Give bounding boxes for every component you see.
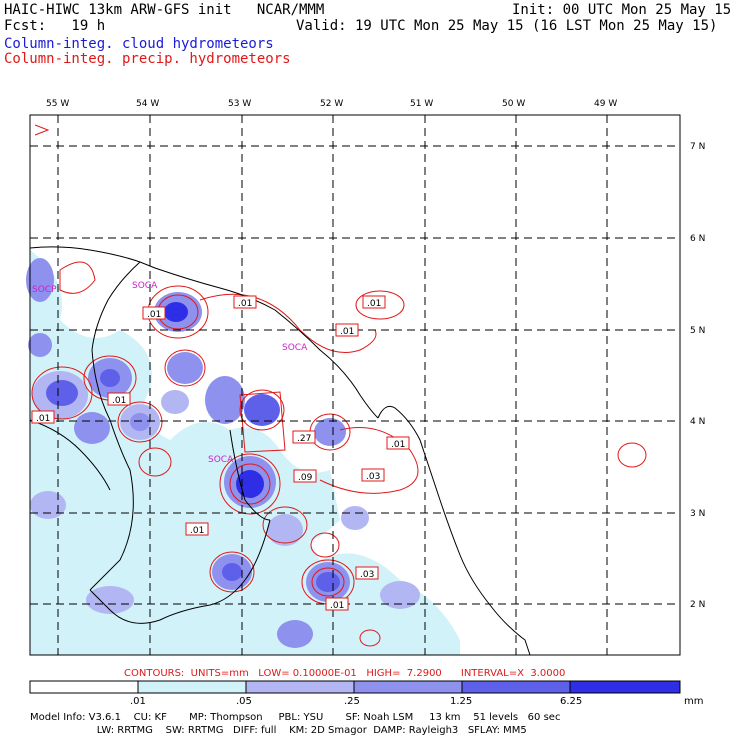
lat-label: 4 N <box>690 417 705 427</box>
colorbar-label: 6.25 <box>560 696 583 707</box>
forecast-hour: Fcst: 19 h <box>4 18 106 34</box>
contour-label: .01 <box>335 323 359 337</box>
model-info-line1: Model Info: V3.6.1 CU: KF MP: Thompson P… <box>30 712 561 723</box>
lon-label: 54 W <box>136 99 159 109</box>
cloud-shading <box>26 250 460 655</box>
lon-label: 51 W <box>410 99 433 109</box>
svg-text:.01: .01 <box>147 310 161 320</box>
contour-label: .27 <box>292 430 316 444</box>
station-label: SOCA <box>208 455 234 465</box>
svg-text:.01: .01 <box>340 327 354 337</box>
init-time: Init: 00 UTC Mon 25 May 15 <box>512 2 732 18</box>
lon-label: 55 W <box>46 99 69 109</box>
contour-label: .03 <box>355 566 379 580</box>
svg-text:.01: .01 <box>112 396 126 406</box>
lat-label: 2 N <box>690 600 705 610</box>
valid-time: Valid: 19 UTC Mon 25 May 15 (16 LST Mon … <box>296 18 718 34</box>
colorbar-label: .01 <box>130 696 146 707</box>
svg-text:.09: .09 <box>298 473 313 483</box>
svg-text:.27: .27 <box>297 434 311 444</box>
lon-label: 49 W <box>594 99 617 109</box>
svg-text:.03: .03 <box>360 570 374 580</box>
contour-label: .01 <box>325 597 349 611</box>
lat-label: 5 N <box>690 326 705 336</box>
svg-text:.01: .01 <box>36 414 50 424</box>
svg-text:.03: .03 <box>366 472 380 482</box>
field-cloud-label: Column-integ. cloud hydrometeors <box>4 36 274 52</box>
lon-label: 52 W <box>320 99 343 109</box>
map-frame <box>29 114 681 656</box>
field-precip-label: Column-integ. precip. hydrometeors <box>4 51 291 67</box>
svg-text:.01: .01 <box>391 440 405 450</box>
lon-label: 50 W <box>502 99 525 109</box>
contour-label: .09 <box>293 469 317 483</box>
svg-text:.01: .01 <box>367 299 381 309</box>
colorbar <box>29 680 681 694</box>
plot-title: HAIC-HIWC 13km ARW-GFS init NCAR/MMM <box>4 2 325 18</box>
contour-label: .01 <box>107 392 131 406</box>
station-label: SOCP <box>32 285 57 295</box>
station-label: SOCA <box>282 343 308 353</box>
model-info-line2: LW: RRTMG SW: RRTMG DIFF: full KM: 2D Sm… <box>30 725 527 736</box>
contour-label: .01 <box>31 410 55 424</box>
lon-label: 53 W <box>228 99 251 109</box>
contour-label: .03 <box>361 468 385 482</box>
lat-label: 7 N <box>690 142 705 152</box>
colorbar-label: .25 <box>344 696 360 707</box>
contour-label: .01 <box>185 522 209 536</box>
contour-label: .01 <box>362 295 386 309</box>
svg-text:.01: .01 <box>330 601 344 611</box>
colorbar-label: 1.25 <box>450 696 473 707</box>
colorbar-label: .05 <box>236 696 252 707</box>
lat-label: 6 N <box>690 234 705 244</box>
colorbar-unit: mm <box>684 696 704 707</box>
station-label: SOCA <box>132 281 158 291</box>
coastline <box>29 246 531 656</box>
contour-label: .01 <box>142 306 166 320</box>
contour-info: CONTOURS: UNITS=mm LOW= 0.10000E-01 HIGH… <box>124 668 566 679</box>
contour-label: .01 <box>386 436 410 450</box>
contour-label: .01 <box>233 295 257 309</box>
lat-label: 3 N <box>690 509 705 519</box>
svg-text:.01: .01 <box>238 299 252 309</box>
svg-text:.01: .01 <box>190 526 204 536</box>
